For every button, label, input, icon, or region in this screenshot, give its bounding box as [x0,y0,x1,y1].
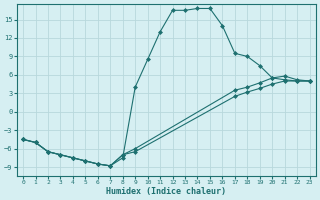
X-axis label: Humidex (Indice chaleur): Humidex (Indice chaleur) [106,187,226,196]
